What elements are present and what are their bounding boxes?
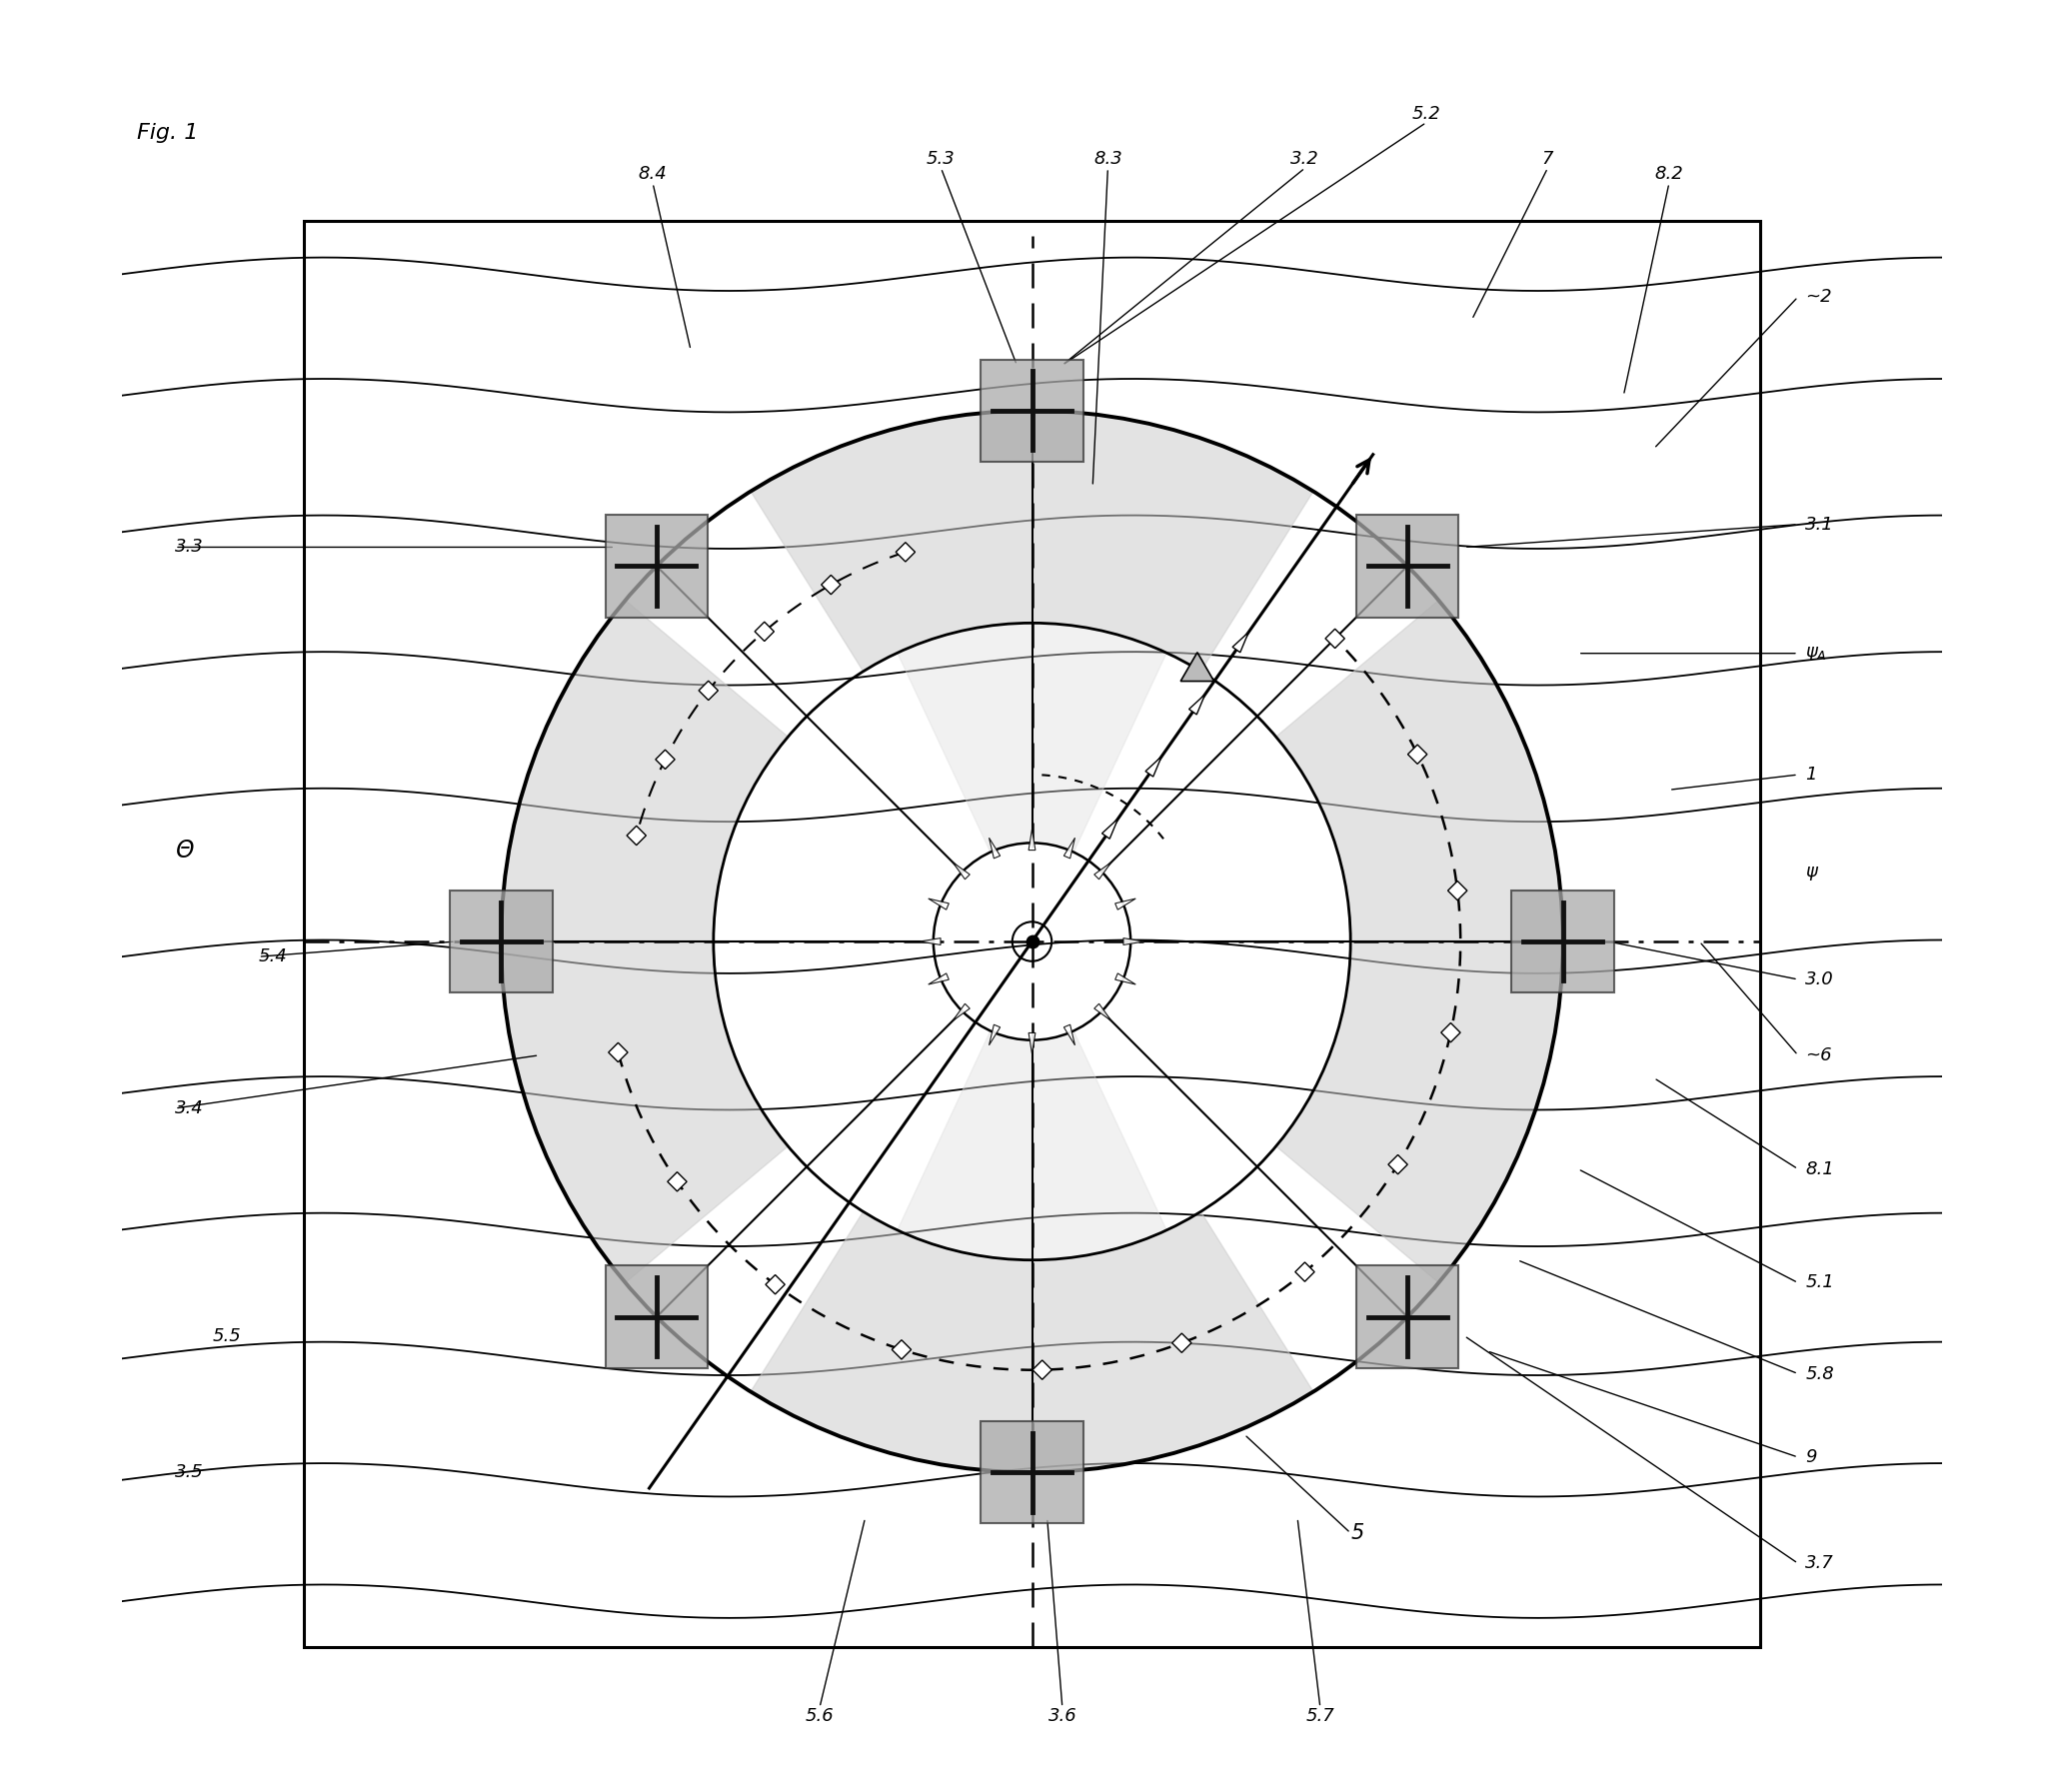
Bar — [1172, 1333, 1191, 1353]
Text: Fig. 1: Fig. 1 — [136, 122, 198, 142]
Text: 1: 1 — [1806, 765, 1816, 783]
Text: ~2: ~2 — [1806, 289, 1833, 306]
Bar — [1511, 891, 1614, 993]
Text: 5: 5 — [1350, 1523, 1364, 1543]
Polygon shape — [954, 862, 970, 880]
Polygon shape — [989, 839, 1001, 858]
Bar — [1032, 1360, 1053, 1380]
Bar — [656, 749, 675, 769]
Bar — [1389, 1154, 1408, 1174]
Polygon shape — [751, 410, 1313, 672]
Bar — [821, 575, 840, 595]
Bar — [1356, 514, 1459, 618]
Bar — [1408, 745, 1426, 763]
Bar — [980, 1421, 1084, 1523]
Polygon shape — [1102, 819, 1119, 839]
Polygon shape — [1232, 633, 1249, 652]
Text: 5.2: 5.2 — [1412, 104, 1441, 122]
Text: 3.6: 3.6 — [1049, 1708, 1077, 1726]
Bar — [980, 360, 1084, 462]
Text: 3.1: 3.1 — [1806, 516, 1835, 534]
Text: ~6: ~6 — [1806, 1047, 1833, 1064]
Polygon shape — [751, 1211, 1313, 1473]
Text: $\psi$: $\psi$ — [1806, 864, 1820, 882]
Polygon shape — [954, 1004, 970, 1021]
Polygon shape — [1115, 973, 1135, 984]
Polygon shape — [898, 1030, 1166, 1260]
Polygon shape — [929, 973, 949, 984]
Bar — [700, 681, 718, 701]
Bar — [755, 622, 774, 642]
Polygon shape — [1094, 1004, 1110, 1021]
Text: 5.4: 5.4 — [258, 948, 287, 966]
Polygon shape — [898, 624, 1166, 853]
Text: $\psi_A$: $\psi_A$ — [1806, 645, 1827, 663]
Bar — [1447, 882, 1468, 900]
Polygon shape — [1189, 694, 1205, 715]
Text: 5.5: 5.5 — [213, 1326, 241, 1344]
Text: 5.1: 5.1 — [1806, 1274, 1835, 1292]
Text: 8.3: 8.3 — [1094, 151, 1123, 168]
Text: 3.4: 3.4 — [175, 1098, 204, 1118]
Text: 3.7: 3.7 — [1806, 1554, 1835, 1572]
Bar — [1296, 1262, 1315, 1281]
Bar — [896, 543, 914, 561]
Polygon shape — [989, 1025, 1001, 1045]
Text: 5.7: 5.7 — [1307, 1708, 1335, 1726]
Text: 3.5: 3.5 — [175, 1464, 204, 1482]
Bar — [450, 891, 553, 993]
Polygon shape — [502, 600, 788, 1283]
Polygon shape — [1123, 937, 1143, 944]
Polygon shape — [1276, 600, 1562, 1283]
Bar — [609, 1043, 627, 1063]
Bar — [303, 220, 1761, 1647]
Text: 8.1: 8.1 — [1806, 1159, 1835, 1177]
Polygon shape — [929, 898, 949, 910]
Text: 8.2: 8.2 — [1655, 165, 1684, 183]
Polygon shape — [1028, 830, 1036, 849]
Polygon shape — [1028, 1032, 1036, 1054]
Bar — [766, 1274, 784, 1294]
Polygon shape — [921, 937, 941, 944]
Polygon shape — [1094, 862, 1110, 880]
Polygon shape — [1115, 898, 1135, 910]
Bar — [1356, 1265, 1459, 1367]
Bar — [605, 514, 708, 618]
Text: 5.6: 5.6 — [805, 1708, 834, 1726]
Text: 7: 7 — [1542, 151, 1554, 168]
Bar — [1441, 1023, 1461, 1043]
Text: 3.3: 3.3 — [175, 538, 204, 556]
Bar — [892, 1340, 910, 1360]
Polygon shape — [1063, 1025, 1075, 1045]
Bar — [605, 1265, 708, 1367]
Text: 5.3: 5.3 — [927, 151, 956, 168]
Text: 8.4: 8.4 — [638, 165, 667, 183]
Text: 5.8: 5.8 — [1806, 1366, 1835, 1383]
Bar — [627, 826, 646, 846]
Polygon shape — [1146, 756, 1162, 776]
Text: 3.0: 3.0 — [1806, 971, 1835, 989]
Text: Θ: Θ — [175, 839, 194, 862]
Polygon shape — [1181, 652, 1214, 681]
Text: 3.2: 3.2 — [1290, 151, 1319, 168]
Text: 9: 9 — [1806, 1448, 1816, 1466]
Bar — [667, 1172, 687, 1192]
Polygon shape — [1063, 839, 1075, 858]
Bar — [1325, 629, 1344, 649]
